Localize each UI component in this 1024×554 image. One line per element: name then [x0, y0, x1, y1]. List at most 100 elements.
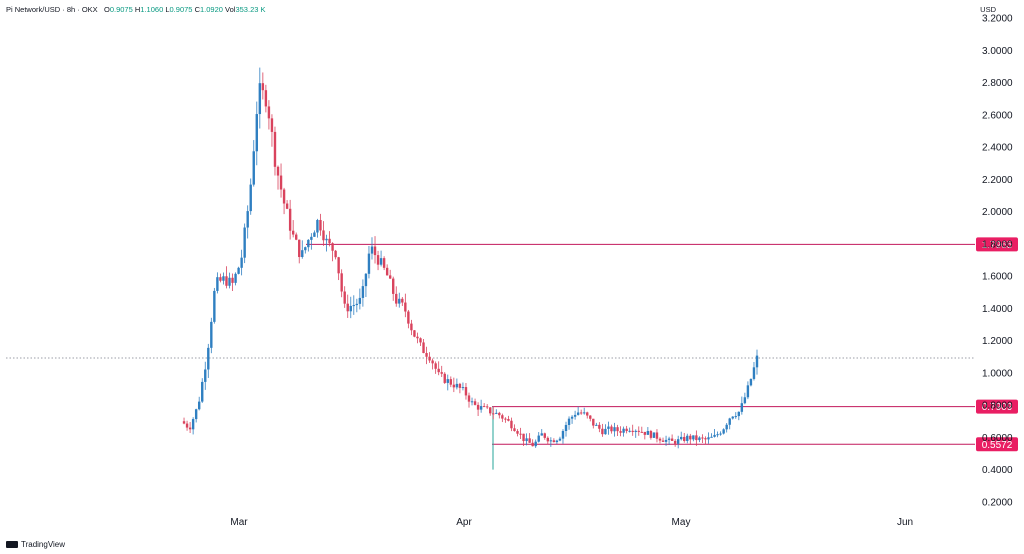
- candle-body: [740, 403, 744, 412]
- candle-body: [664, 439, 668, 442]
- candle-body: [264, 90, 268, 107]
- candle-body: [625, 428, 628, 432]
- candle-body: [570, 416, 574, 419]
- candle-body: [222, 276, 225, 281]
- candle-body: [558, 438, 562, 441]
- candle-body: [707, 437, 710, 440]
- candle-body: [531, 442, 534, 447]
- candle-body: [458, 383, 462, 388]
- candle-body: [355, 303, 359, 306]
- candle-body: [204, 369, 207, 382]
- candle-body: [246, 211, 249, 228]
- candle-body: [392, 278, 395, 294]
- candle-body: [197, 401, 201, 410]
- candle-body: [431, 360, 434, 364]
- candle-body: [328, 238, 331, 244]
- candle-body: [746, 385, 750, 398]
- candle-body: [673, 440, 677, 444]
- candle-body: [731, 416, 734, 419]
- candle-body: [182, 421, 186, 424]
- high-value: 1.1060: [140, 5, 164, 14]
- candle-body: [734, 416, 737, 418]
- candle-body: [413, 330, 416, 337]
- candle-body: [622, 428, 625, 433]
- candle-body: [213, 290, 216, 322]
- candle-body: [261, 83, 265, 91]
- candle-body: [473, 401, 477, 405]
- y-tick-label: 2.8000: [982, 78, 1013, 89]
- candle-body: [540, 433, 543, 436]
- candle-body: [482, 406, 486, 408]
- candle-body: [649, 431, 653, 438]
- candle-body: [388, 275, 392, 279]
- candle-body: [291, 230, 295, 235]
- candle-body: [210, 321, 213, 348]
- candle-body: [404, 302, 407, 312]
- candle-body: [485, 406, 489, 408]
- candle-body: [504, 418, 507, 420]
- candle-body: [595, 424, 598, 426]
- candle-body: [461, 387, 465, 389]
- x-tick-label: Mar: [230, 517, 248, 528]
- candle-body: [313, 232, 316, 237]
- candle-body: [728, 418, 731, 425]
- y-tick-label: 0.8000: [982, 401, 1013, 412]
- candle-body: [607, 426, 610, 429]
- candle-body: [304, 247, 307, 251]
- candle-body: [534, 441, 537, 447]
- candle-body: [498, 412, 501, 416]
- candle-body: [379, 258, 383, 265]
- candle-body: [667, 438, 671, 440]
- candle-body: [452, 384, 456, 388]
- candle-body: [698, 437, 701, 441]
- candle-body: [552, 440, 556, 443]
- candle-body: [507, 418, 510, 421]
- candle-body: [492, 413, 495, 415]
- candle-body: [410, 323, 413, 331]
- candle-body: [586, 412, 589, 416]
- candle-body: [640, 431, 643, 433]
- candle-body: [288, 208, 292, 231]
- tradingview-brand[interactable]: TradingView: [6, 540, 65, 549]
- candle-body: [719, 433, 722, 435]
- candle-body: [686, 435, 689, 441]
- candle-body: [525, 438, 528, 442]
- candle-body: [579, 412, 583, 414]
- candle-body: [237, 267, 240, 274]
- y-tick-label: 1.0000: [982, 368, 1013, 379]
- y-tick-label: 1.6000: [982, 272, 1013, 283]
- currency-label: USD: [980, 5, 996, 14]
- tradingview-logo-icon: [6, 541, 18, 548]
- candle-body: [467, 395, 471, 402]
- level-badge-label: 0.5572: [982, 440, 1013, 451]
- candle-body: [658, 438, 662, 441]
- candle-body: [637, 430, 640, 432]
- candle-body: [279, 175, 283, 190]
- candle-body: [573, 414, 577, 417]
- candle-body: [194, 409, 198, 420]
- candle-body: [240, 257, 243, 268]
- symbol-label: Pi Network/USD · 8h · OKX: [6, 5, 98, 14]
- candle-body: [358, 297, 362, 304]
- candle-body: [267, 106, 271, 119]
- candle-body: [476, 404, 480, 410]
- candle-body: [495, 412, 498, 414]
- candle-body: [225, 276, 228, 286]
- candle-body: [422, 342, 425, 354]
- candle-body: [307, 239, 310, 248]
- candle-body: [510, 420, 513, 429]
- candle-body: [564, 424, 568, 431]
- level-badge: [976, 237, 1018, 252]
- candle-body: [501, 415, 504, 419]
- candle-body: [373, 246, 377, 256]
- candle-body: [316, 219, 319, 233]
- candle-body: [631, 430, 634, 432]
- candle-body: [710, 436, 713, 438]
- level-badge-label: 1.7965: [982, 240, 1013, 251]
- candle-body: [561, 430, 565, 439]
- candle-body: [449, 379, 453, 385]
- candle-body: [340, 273, 343, 292]
- y-tick-label: 1.2000: [982, 336, 1013, 347]
- candle-body: [604, 428, 607, 435]
